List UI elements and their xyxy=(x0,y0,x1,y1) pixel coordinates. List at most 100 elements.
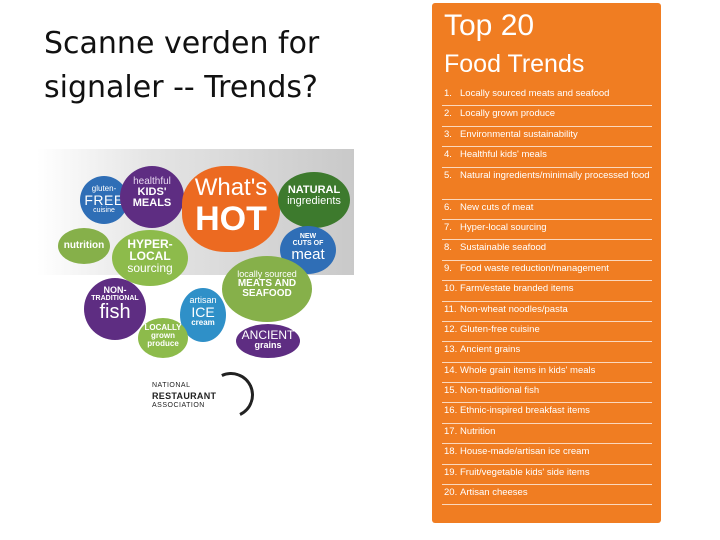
trend-number: 7. xyxy=(444,221,452,233)
bubble-text: KIDS' xyxy=(137,186,167,198)
trend-number: 19. xyxy=(444,466,458,478)
trend-number: 4. xyxy=(444,149,452,161)
trend-item: 16. Ethnic-inspired breakfast items xyxy=(442,403,652,424)
nra-logo-text: NATIONAL xyxy=(152,382,191,389)
bubble-local-meats-seafood: locally sourced MEATS AND SEAFOOD xyxy=(222,256,312,322)
bubble-text: NEW xyxy=(299,233,317,240)
trend-text: Ancient grains xyxy=(460,344,521,356)
bubble-text: gluten- xyxy=(91,184,117,193)
trend-item: 11. Non-wheat noodles/pasta xyxy=(442,302,652,322)
bubble-artisan-ice-cream: artisan ICE cream xyxy=(180,288,226,342)
trend-text: Environmental sustainability xyxy=(460,128,578,140)
trend-item: 3. Environmental sustainability xyxy=(442,127,652,148)
bubble-text: grown xyxy=(151,331,175,340)
trend-item: 5. Natural ingredients/minimally processe… xyxy=(442,168,652,200)
panel-subtitle: Food Trends xyxy=(444,50,585,78)
slide-title-line2: signaler -- Trends? xyxy=(44,70,318,105)
bubble-healthful-kids-meals: healthful KIDS' MEALS xyxy=(120,166,184,228)
trend-text: Food waste reduction/management xyxy=(460,262,609,274)
trend-number: 18. xyxy=(444,446,458,458)
bubble-whats-hot: What's HOT xyxy=(182,166,280,252)
bubble-ancient-grains: ANCIENT grains xyxy=(236,324,300,358)
bubble-non-traditional-fish: NON- TRADITIONAL fish xyxy=(84,278,146,340)
bubble-text: grains xyxy=(254,340,282,350)
trend-text: Gluten-free cuisine xyxy=(460,323,540,335)
bubble-text: cream xyxy=(191,318,215,327)
bubble-text: NON- xyxy=(103,285,127,295)
bubble-hyper-local: HYPER- LOCAL sourcing xyxy=(112,230,188,286)
trend-item: 17. Nutrition xyxy=(442,424,652,445)
slide-title: Scanne verden for signaler -- Trends? xyxy=(44,22,374,110)
bubble-text: FREE xyxy=(84,192,124,208)
trend-text: Artisan cheeses xyxy=(460,487,528,499)
trend-text: Non-wheat noodles/pasta xyxy=(460,303,568,315)
bubble-text: MEALS xyxy=(132,197,172,209)
nra-logo: NATIONAL RESTAURANT ASSOCIATION xyxy=(148,365,261,425)
trend-list: 1. Locally sourced meats and seafood 2. Lo… xyxy=(442,86,652,506)
trend-number: 14. xyxy=(444,364,458,376)
bubble-text: ANCIENT xyxy=(241,328,295,342)
trend-item: 15. Non-traditional fish xyxy=(442,383,652,404)
trend-text: Nutrition xyxy=(460,425,496,437)
trend-item: 19. Fruit/vegetable kids' side items xyxy=(442,465,652,486)
trend-number: 13. xyxy=(444,344,458,356)
trend-number: 17. xyxy=(444,425,458,437)
panel-title: Top 20 xyxy=(444,9,535,42)
trend-number: 1. xyxy=(444,88,452,99)
bubble-text: cuisine xyxy=(93,207,115,214)
bubble-text: MEATS AND xyxy=(237,278,297,289)
bubble-text: TRADITIONAL xyxy=(91,295,139,302)
bubble-text: ingredients xyxy=(287,195,341,207)
trend-text: Fruit/vegetable kids' side items xyxy=(460,466,590,478)
bubble-text: produce xyxy=(147,339,179,348)
bubble-text: LOCAL xyxy=(129,249,171,263)
trend-text: Whole grain items in kids' meals xyxy=(460,364,596,376)
trend-text: Locally grown produce xyxy=(460,108,556,120)
trend-text: Non-traditional fish xyxy=(460,385,540,397)
trend-text: Ethnic-inspired breakfast items xyxy=(460,405,590,417)
top20-panel xyxy=(432,3,661,523)
bubble-text: ICE xyxy=(191,304,215,320)
trend-number: 20. xyxy=(444,487,458,499)
trend-item: 10. Farm/estate branded items xyxy=(442,281,652,302)
trend-number: 8. xyxy=(444,242,452,254)
trend-text: Farm/estate branded items xyxy=(460,283,574,295)
trend-item: 6. New cuts of meat xyxy=(442,200,652,220)
trend-text: Hyper-local sourcing xyxy=(460,221,547,233)
trend-number: 5. xyxy=(444,169,452,181)
bubble-locally-grown-produce: LOCALLY grown produce xyxy=(138,318,188,358)
trend-item: 4. Healthful kids' meals xyxy=(442,147,652,168)
trend-item: 2. Locally grown produce xyxy=(442,106,652,127)
bubble-natural-ingredients: NATURAL ingredients xyxy=(278,172,350,228)
trend-text: New cuts of meat xyxy=(460,201,534,213)
trend-number: 15. xyxy=(444,385,458,397)
slide-title-line1: Scanne verden for xyxy=(44,26,320,61)
trend-number: 6. xyxy=(444,201,452,213)
bubble-text: NATURAL xyxy=(287,184,341,196)
bubble-text: nutrition xyxy=(63,240,105,251)
bubble-text: What's xyxy=(194,174,268,201)
bubble-text: locally sourced xyxy=(237,269,297,279)
bubble-text: sourcing xyxy=(127,261,173,275)
nra-logo-text: ASSOCIATION xyxy=(152,402,205,409)
trend-text: Sustainable seafood xyxy=(460,242,547,254)
trend-text: Locally sourced meats and seafood xyxy=(460,88,610,99)
trend-item: 12. Gluten-free cuisine xyxy=(442,322,652,343)
trend-number: 9. xyxy=(444,262,452,274)
bubble-nutrition: nutrition xyxy=(58,228,110,264)
trend-number: 16. xyxy=(444,405,458,417)
nra-logo-text: RESTAURANT xyxy=(152,391,217,401)
bubble-text: fish xyxy=(99,301,131,323)
trend-number: 2. xyxy=(444,108,452,120)
trend-number: 10. xyxy=(444,283,458,295)
trend-item: 14. Whole grain items in kids' meals xyxy=(442,363,652,384)
bubble-text: CUTS OF xyxy=(292,240,324,247)
trend-text: House-made/artisan ice cream xyxy=(460,446,590,458)
trend-item: 13. Ancient grains xyxy=(442,342,652,363)
trend-item: 7. Hyper-local sourcing xyxy=(442,220,652,241)
trend-item: 8. Sustainable seafood xyxy=(442,240,652,261)
bubble-text: meat xyxy=(291,246,325,263)
trend-number: 3. xyxy=(444,128,452,140)
trend-item: 20. Artisan cheeses xyxy=(442,485,652,506)
trend-item: 9. Food waste reduction/management xyxy=(442,261,652,282)
